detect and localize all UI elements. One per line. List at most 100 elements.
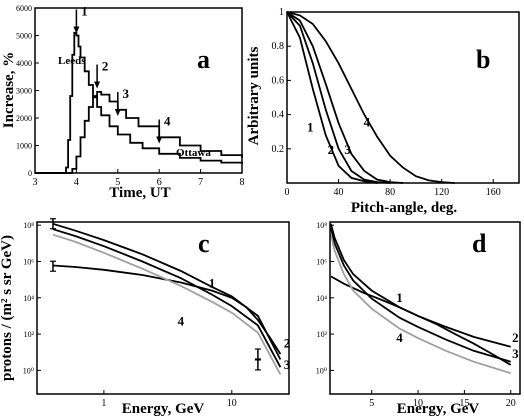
panel-a-leeds-label: Leeds — [58, 55, 86, 67]
panel-b-marks: 12 34 — [286, 11, 455, 184]
panel-c: 1 2 3 4 1 10 10⁰ 10² 10⁴ 10⁶ 10⁸ c Energy, GeV pr… — [0, 218, 291, 417]
panel-c-ytick-label: 10⁸ — [23, 221, 34, 230]
panel-d: 1 23 4 5 10 15 20 10⁰ 10² 10⁴ 10⁶ 10⁸ d Energy, Ge… — [316, 221, 521, 417]
panel-c-xlabel: Energy, GeV — [122, 401, 205, 417]
panel-c-letter: c — [198, 229, 210, 258]
panel-d-ytick-label: 10⁰ — [316, 366, 327, 375]
panel-d-ytick-label: 10⁶ — [316, 257, 327, 266]
panel-b-curve-label-1: 1 — [307, 120, 314, 135]
panel-b-ytick-label: 0.2 — [272, 144, 285, 155]
panel-b-ytick-label: 0.4 — [272, 110, 285, 121]
panel-d-ticks: 5 10 15 20 10⁰ 10² 10⁴ 10⁶ 10⁸ — [316, 221, 516, 409]
panel-a-ticks: 3 4 5 6 7 8 0 1000 2000 3000 4000 5000 6000 — [16, 4, 245, 188]
panel-a-ytick-label: 5000 — [16, 32, 32, 41]
panel-c-marks: 1 2 3 4 — [49, 218, 291, 375]
panel-d-curve-label-4: 4 — [396, 330, 403, 345]
panel-d-curve-label-2: 2 — [512, 330, 519, 345]
panel-a-arrow-label-4: 4 — [164, 114, 171, 129]
panel-c-xtick-label: 10 — [227, 398, 237, 409]
panel-d-marks: 1 23 4 — [330, 223, 519, 375]
panel-a-ytick-label: 1000 — [16, 142, 32, 151]
panel-b-series-4 — [286, 11, 455, 184]
panel-a-arrow-label-2: 2 — [102, 59, 109, 74]
panel-a-xtick-label: 5 — [115, 177, 120, 188]
panel-a-letter: a — [197, 45, 210, 74]
panel-c-ticks: 1 10 10⁰ 10² 10⁴ 10⁶ 10⁸ — [23, 221, 237, 409]
panel-c-ytick-label: 10² — [24, 330, 35, 339]
panel-a-series-ottawa — [35, 91, 243, 174]
panel-a-xtick-label: 6 — [157, 177, 162, 188]
panel-d-frame — [329, 221, 521, 395]
panel-b-curve-label-4: 4 — [364, 115, 371, 130]
panel-b-series-3 — [286, 11, 404, 184]
panel-d-series-4 — [330, 234, 511, 375]
panel-a-xlabel: Time, UT — [109, 185, 170, 201]
panel-b-letter: b — [476, 45, 490, 74]
panel-c-curve-label-4: 4 — [178, 313, 185, 328]
panel-c-series-1 — [52, 264, 282, 355]
panel-c-curve-label-3: 3 — [284, 357, 291, 372]
panel-b-series-1 — [286, 11, 378, 184]
panel-c-series-4 — [52, 233, 282, 375]
panel-a-xtick-label: 8 — [240, 177, 245, 188]
panel-a-frame — [34, 7, 243, 174]
panel-d-xtick-label: 10 — [413, 398, 423, 409]
panel-c-ytick-label: 10⁴ — [23, 294, 34, 303]
panel-b-xtick-label: 0 — [285, 187, 290, 198]
panel-a-arrowhead-4 — [156, 136, 163, 144]
panel-a-xtick-label: 7 — [198, 177, 203, 188]
panel-c-ytick-label: 10⁶ — [23, 257, 34, 266]
panel-d-xlabel: Energy, GeV — [397, 401, 480, 417]
panel-c-ylabel: protons / (m² s sr GeV) — [0, 235, 15, 381]
panel-b-xtick-label: 80 — [385, 187, 395, 198]
panel-a-marks: 1 23 4 — [35, 4, 243, 174]
panel-d-series-3 — [330, 227, 511, 363]
panel-d-series-1 — [330, 275, 512, 366]
panel-a-arrowhead-3 — [114, 109, 121, 116]
panel-c-frame — [36, 221, 290, 395]
panel-b-ticks: 0 40 80 120 160 0.2 0.4 0.6 0.8 1 — [272, 7, 501, 198]
panel-d-ytick-label: 10⁸ — [316, 221, 327, 230]
panel-c-series-2 — [52, 222, 282, 360]
panel-b-curve-label-3: 3 — [344, 142, 351, 157]
panel-d-letter: d — [472, 229, 487, 258]
panel-a-ylabel: Increase, % — [1, 52, 17, 128]
panel-c-ytick-label: 10⁰ — [23, 366, 34, 375]
panel-a-ytick-label: 2000 — [16, 114, 32, 123]
panel-b-curve-label-2: 2 — [328, 142, 335, 157]
panel-b-ylabel: Arbitrary units — [246, 46, 262, 145]
panel-a-ottawa-label: Ottawa — [176, 147, 211, 159]
panel-a-ytick-label: 4000 — [16, 59, 32, 68]
panel-b-frame — [286, 11, 520, 184]
panel-a-arrowhead-2 — [94, 81, 101, 89]
panel-d-curve-label-1: 1 — [396, 290, 403, 305]
panel-c-curve-label-1: 1 — [209, 276, 216, 291]
panel-b-ytick-label: 0.6 — [272, 75, 285, 86]
panel-d-xtick-label: 5 — [369, 398, 374, 409]
panel-a-series-leeds — [35, 31, 243, 174]
panel-a-xtick-label: 3 — [33, 177, 38, 188]
panel-b-xtick-label: 160 — [486, 187, 501, 198]
panel-d-ytick-label: 10⁴ — [316, 294, 327, 303]
panel-d-xtick-label: 20 — [506, 398, 516, 409]
panel-d-xtick-label: 15 — [459, 398, 469, 409]
panel-a-ytick-label: 0 — [28, 169, 32, 178]
panel-b-xlabel: Pitch-angle, deg. — [351, 200, 457, 216]
panel-c-xtick-label: 1 — [101, 398, 106, 409]
panel-a-arrow-label-3: 3 — [123, 86, 130, 101]
panel-a-arrowhead-1 — [73, 26, 80, 34]
panel-b-ytick-label: 0.8 — [272, 41, 285, 52]
panel-b-series-2 — [286, 11, 391, 184]
panel-a-ytick-label: 3000 — [16, 87, 32, 96]
panel-c-curve-label-2: 2 — [284, 336, 291, 351]
panel-a-xtick-label: 4 — [74, 177, 79, 188]
panel-b-ytick-label: 1 — [279, 7, 284, 18]
panel-d-series-2 — [330, 223, 511, 348]
panel-d-curve-label-3: 3 — [512, 346, 519, 361]
panel-b-xtick-label: 40 — [334, 187, 344, 198]
panel-a-ytick-label: 6000 — [16, 4, 32, 13]
panel-b-xtick-label: 120 — [434, 187, 449, 198]
